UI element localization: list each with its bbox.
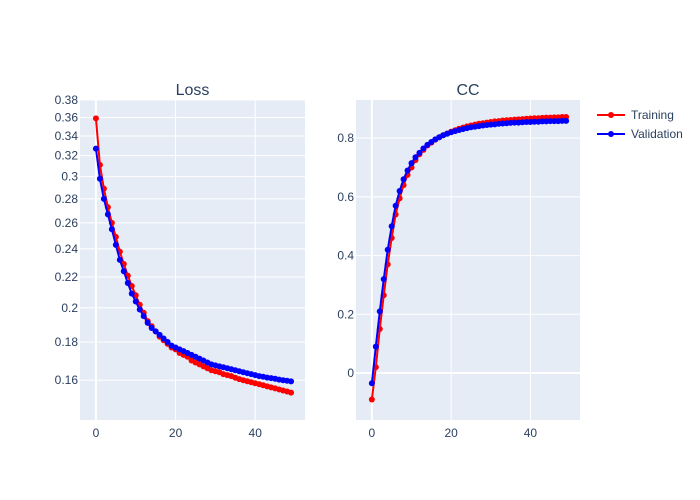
legend-validation-marker [608,131,614,137]
data-point-validation[interactable] [380,276,387,283]
x-tick-label: 40 [249,426,263,440]
data-point-validation[interactable] [376,308,383,315]
plot-area[interactable] [80,100,305,420]
data-point-validation[interactable] [416,149,423,156]
data-point-validation[interactable] [112,241,119,248]
data-point-validation[interactable] [400,176,407,183]
y-tick-label: 0.4 [337,249,354,263]
data-point-validation[interactable] [140,313,147,320]
y-tick-label: 0.3 [61,170,78,184]
data-point-validation[interactable] [368,380,375,387]
series-validation [368,117,570,387]
legend-item-training[interactable]: Training [597,108,674,122]
data-point-training[interactable] [288,389,295,396]
data-point-validation[interactable] [144,319,151,326]
legend-validation-label: Validation [631,127,683,141]
data-point-validation[interactable] [124,279,131,286]
y-tick-label: 0.36 [55,111,79,125]
data-point-validation[interactable] [156,331,163,338]
data-point-validation[interactable] [128,290,135,297]
data-point-validation[interactable] [96,175,103,182]
y-tick-label: 0.16 [55,373,79,387]
subplot-title: Loss [176,82,210,99]
y-tick-label: 0 [347,366,354,380]
data-point-validation[interactable] [160,335,167,342]
data-point-training[interactable] [368,396,375,403]
legend: Training Validation [597,108,683,141]
data-point-validation[interactable] [288,378,295,385]
y-tick-label: 0.28 [55,192,79,206]
data-point-validation[interactable] [563,117,570,124]
data-point-validation[interactable] [388,223,395,230]
data-point-validation[interactable] [148,324,155,331]
x-tick-label: 40 [524,426,538,440]
series-validation [92,145,295,385]
subplot-title: CC [456,82,479,99]
y-tick-label: 0.18 [55,335,79,349]
data-point-validation[interactable] [116,256,123,263]
data-point-validation[interactable] [120,268,127,275]
data-point-validation[interactable] [100,195,107,202]
y-tick-label: 0.2 [337,307,354,321]
data-point-validation[interactable] [104,211,111,218]
data-point-validation[interactable] [372,343,379,350]
plot-area[interactable] [356,100,580,420]
x-tick-label: 20 [169,426,183,440]
legend-item-validation[interactable]: Validation [597,127,683,141]
data-point-validation[interactable] [396,188,403,195]
legend-training-marker [608,112,614,118]
data-point-validation[interactable] [384,246,391,253]
data-point-validation[interactable] [136,306,143,313]
y-tick-label: 0.32 [55,149,79,163]
data-point-validation[interactable] [92,145,99,152]
data-point-validation[interactable] [404,167,411,174]
data-point-validation[interactable] [108,226,115,233]
y-tick-label: 0.2 [61,301,78,315]
data-point-validation[interactable] [132,298,139,305]
y-tick-label: 0.6 [337,190,354,204]
y-tick-label: 0.34 [55,129,79,143]
x-tick-label: 0 [369,426,376,440]
x-tick-label: 0 [93,426,100,440]
y-tick-label: 0.24 [55,242,79,256]
y-tick-label: 0.38 [55,93,79,107]
legend-training-label: Training [631,108,674,122]
data-point-validation[interactable] [152,328,159,335]
data-point-validation[interactable] [408,160,415,167]
y-tick-label: 0.8 [337,131,354,145]
data-point-validation[interactable] [164,339,171,346]
y-tick-label: 0.22 [55,270,79,284]
data-point-training[interactable] [92,115,99,122]
loss-subplot: Loss 0.16 0.18 0.2 0.22 0.24 0.26 0.28 0.3 0.32 0.… [55,82,305,440]
cc-subplot: CC 0 0.2 0.4 0.6 0.8 0 20 40 [337,82,580,440]
y-tick-label: 0.26 [55,216,79,230]
data-point-validation[interactable] [420,145,427,152]
data-point-validation[interactable] [412,154,419,161]
x-tick-label: 20 [444,426,458,440]
data-point-validation[interactable] [392,202,399,209]
